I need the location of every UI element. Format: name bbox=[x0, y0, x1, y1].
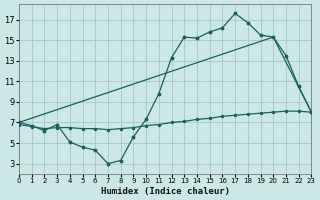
X-axis label: Humidex (Indice chaleur): Humidex (Indice chaleur) bbox=[101, 187, 230, 196]
